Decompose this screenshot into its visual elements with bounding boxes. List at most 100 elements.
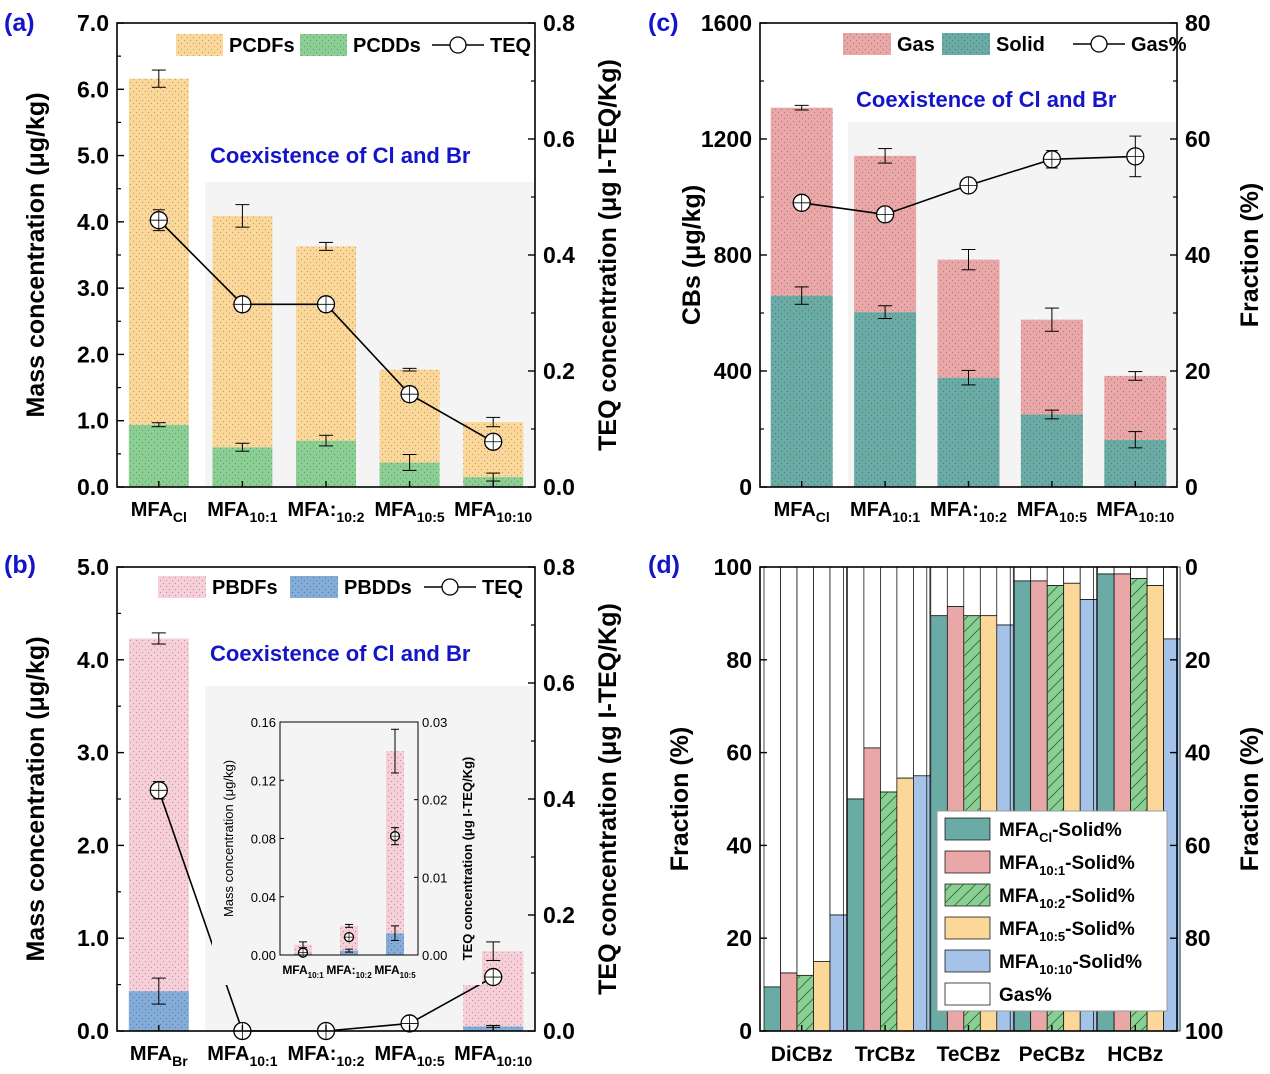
y-axis-title: Mass concentration (μg/kg) <box>22 92 50 417</box>
inset-x-tick-label-2-main: MFA <box>374 963 400 977</box>
x-tick-label-4-main: MFA <box>454 1043 496 1065</box>
legend-swatch-4 <box>944 949 991 973</box>
y-tick-label-4: 80 <box>726 647 752 673</box>
annotation-text: Coexistence of Cl and Br <box>210 641 471 666</box>
x-tick-label-3-main: MFA <box>374 499 416 521</box>
y-tick-label-7: 7.0 <box>77 10 109 36</box>
bar-texture-3 <box>1020 319 1083 415</box>
bar-gas-0-2 <box>930 566 948 617</box>
bar-texture-1 <box>212 215 273 448</box>
x-tick-label-0-sub: Cl <box>816 509 830 525</box>
bar-hatch-0 <box>797 975 814 1031</box>
y-right-tick-label-2: 60 <box>1185 832 1211 858</box>
x-tick-label-1-sub: 10:1 <box>249 509 277 525</box>
x-tick-label-3: PeCBz <box>1019 1043 1086 1066</box>
panel-label: (b) <box>4 551 36 579</box>
inset-y-tick-label-2: 0.08 <box>251 832 276 847</box>
inset-x-tick-label-0-main: MFA <box>282 963 308 977</box>
x-tick-label-0: DiCBz <box>771 1043 833 1066</box>
y-tick-label-3: 3.0 <box>77 275 109 301</box>
x-tick-label-3: MFA10:5 <box>374 499 444 525</box>
inset-y-tick-label-3: 0.12 <box>251 773 276 788</box>
bar-gas-4-1 <box>913 566 931 777</box>
inset-y-axis-title: Mass concentration (μg/kg) <box>221 760 236 917</box>
x-tick-label-4-sub: 10:10 <box>496 509 532 525</box>
bar-gas-3-3 <box>1063 566 1081 584</box>
x-tick-label-1: MFA10:1 <box>207 499 277 525</box>
bar-texture-2 <box>937 259 1000 378</box>
bar-gas-4-2 <box>996 566 1014 626</box>
y-right-tick-label-1: 0.2 <box>543 902 575 928</box>
bar-gas-1-1 <box>863 566 881 749</box>
inset-y-tick-label-4: 0.16 <box>251 715 276 730</box>
y-right-tick-label-1: 0.2 <box>543 358 575 384</box>
y-tick-label-4: 4.0 <box>77 209 109 235</box>
y-tick-label-3: 60 <box>726 740 752 766</box>
legend-label-4-sub: 10:10 <box>1039 962 1072 977</box>
x-tick-label-0-main: MFA <box>774 499 816 521</box>
x-tick-label-2-sub: 10:2 <box>336 1053 364 1069</box>
inset-x-tick-label-2: MFA10:5 <box>374 963 416 980</box>
x-tick-label-2: TeCBz <box>937 1043 1001 1066</box>
legend-swatch-1 <box>944 850 991 874</box>
x-tick-label-0-sub: Br <box>172 1053 188 1069</box>
legend-label-3-sub: 10:5 <box>1039 929 1065 944</box>
y-tick-label-0: 0 <box>739 474 752 500</box>
x-tick-label-4-main: MFA <box>1096 499 1138 521</box>
x-tick-label-4-sub: 10:10 <box>496 1053 532 1069</box>
panel-label: (a) <box>4 9 35 37</box>
y-tick-label-3: 3.0 <box>77 740 109 766</box>
legend: Gas Solid Gas% <box>843 33 1187 56</box>
bar-gas-0-4 <box>1097 566 1115 575</box>
inset-y-right-tick-label-3: 0.03 <box>422 715 447 730</box>
inset-x-tick-label-0: MFA10:1 <box>282 963 324 980</box>
bar-texture-2 <box>937 377 1000 487</box>
bar-texture-1 <box>212 447 273 487</box>
y-tick-label-2: 2.0 <box>77 832 109 858</box>
bar-solid-4-0 <box>829 914 847 1032</box>
y-right-tick-label-2: 40 <box>1185 242 1211 268</box>
y-tick-label-2: 2.0 <box>77 341 109 367</box>
x-tick-label-1: MFA10:1 <box>207 1043 277 1069</box>
bar-solid-0-0 <box>763 986 781 1032</box>
x-tick-label-1-main: MFA <box>207 499 249 521</box>
legend-label-3-main: MFA <box>999 919 1039 940</box>
legend-label-0: Gas <box>897 34 935 56</box>
bar-gas-1-2 <box>946 566 965 607</box>
bar-texture-3 <box>1020 414 1083 487</box>
y-tick-label-6: 6.0 <box>77 76 109 102</box>
panel-a: 0.0 1.0 2.0 3.0 4.0 5.0 6.0 7.0 0.0 0.2 0.4 0.6 0.8 M… <box>4 9 622 525</box>
bar-gas-2-2 <box>963 566 981 617</box>
bar-gas-4-3 <box>1079 566 1098 600</box>
legend-label-4-suffix: -Solid% <box>1072 952 1142 973</box>
legend-swatch-texture-0 <box>158 576 206 598</box>
y-right-tick-label-4: 80 <box>1185 10 1211 36</box>
bar-texture-3 <box>379 369 440 463</box>
legend-label-1: Solid <box>996 34 1045 56</box>
y-right-tick-label-0: 0.0 <box>543 474 575 500</box>
x-tick-label-1-main: MFA <box>207 1043 249 1065</box>
bar-gas-1-0 <box>780 566 798 974</box>
y-tick-label-0: 0.0 <box>77 1018 109 1044</box>
y-tick-label-2: 40 <box>726 832 752 858</box>
y-tick-label-5: 100 <box>714 554 752 580</box>
x-tick-label-0: MFABr <box>130 1043 188 1069</box>
x-tick-label-3-main: MFA <box>1017 499 1059 521</box>
bar-gas-2-0 <box>796 566 814 976</box>
y-right-tick-label-4: 20 <box>1185 647 1211 673</box>
legend-marker <box>441 578 459 596</box>
y-right-tick-label-4: 0.8 <box>543 554 575 580</box>
bar-solid-4-1 <box>913 775 931 1032</box>
legend-swatch-texture-1 <box>942 33 990 55</box>
x-tick-label-2-main: MFA: <box>930 499 979 521</box>
legend-swatch-texture-1 <box>300 34 347 56</box>
legend: PCDFs PCDDs TEQ <box>176 34 531 57</box>
inset-x-tick-label-2-sub: 10:5 <box>400 971 417 980</box>
x-tick-label-3: MFA10:5 <box>374 1043 444 1069</box>
legend-label-2-suffix: -Solid% <box>1065 886 1135 907</box>
x-tick-label-2-main: MFA: <box>288 499 337 521</box>
legend-label-1-sub: 10:1 <box>1039 863 1065 878</box>
inset-y-right-tick-label-2: 0.02 <box>422 793 447 808</box>
legend-swatch-texture-1 <box>290 576 338 598</box>
